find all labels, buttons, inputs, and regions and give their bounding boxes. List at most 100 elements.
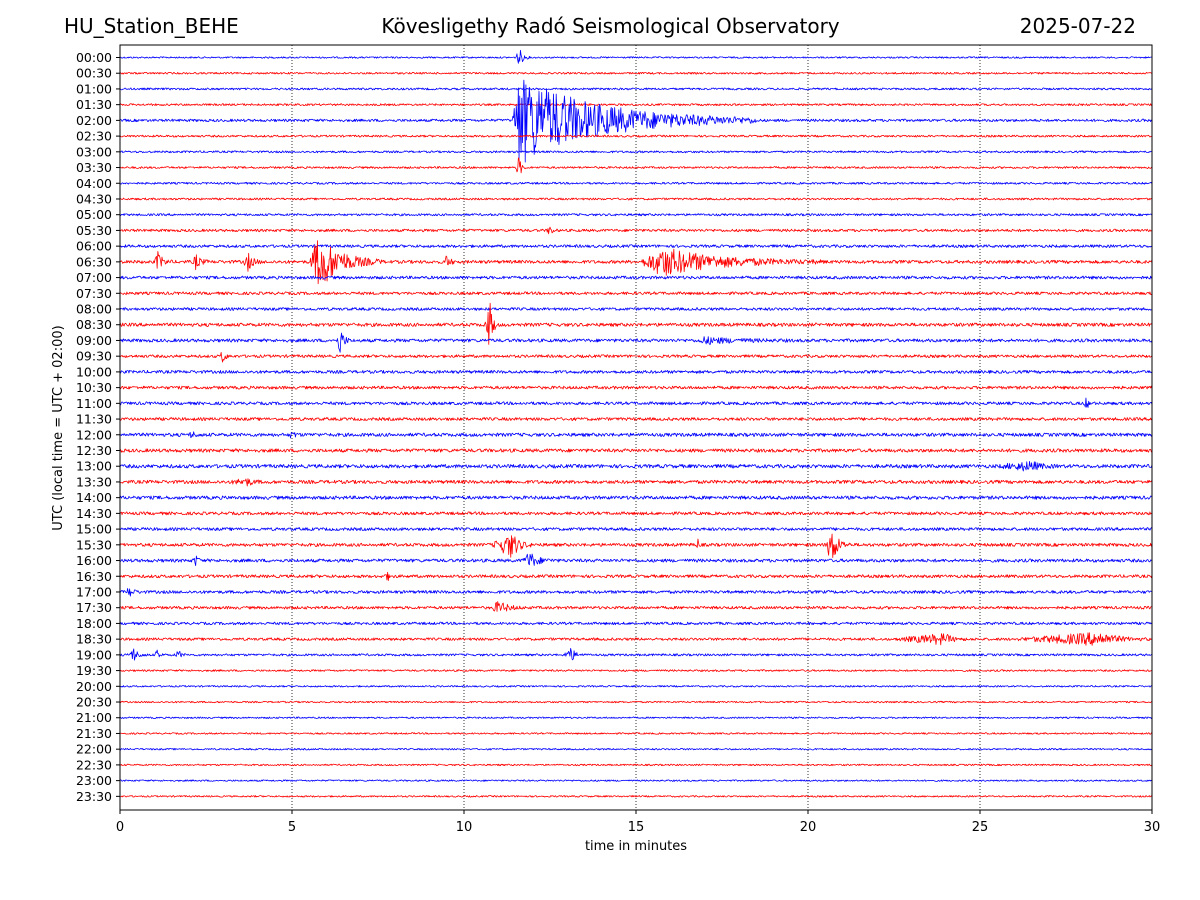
y-tick-label: 03:30 [76, 160, 112, 175]
trace-row [119, 71, 1153, 75]
trace-row [119, 461, 1153, 472]
y-tick-label: 11:30 [76, 412, 112, 427]
y-tick-label: 02:00 [76, 113, 112, 128]
y-tick-label: 02:30 [76, 129, 112, 144]
x-tick-label: 20 [800, 820, 817, 835]
trace-row [119, 150, 1153, 154]
trace-row [119, 700, 1153, 704]
x-tick-label: 30 [1144, 820, 1161, 835]
trace-row [119, 571, 1153, 582]
trace-row [119, 134, 1153, 138]
y-tick-label: 04:00 [76, 176, 112, 191]
y-tick-label: 03:00 [76, 144, 112, 159]
x-tick-label: 5 [288, 820, 296, 835]
trace-row [119, 417, 1153, 421]
trace-row [119, 795, 1153, 798]
trace-row [119, 79, 1153, 163]
trace-row [119, 302, 1153, 345]
y-tick-label: 07:30 [76, 286, 112, 301]
x-tick-label: 25 [972, 820, 989, 835]
trace-row [119, 240, 1153, 285]
y-tick-label: 09:00 [76, 333, 112, 348]
trace-row [119, 103, 1153, 107]
y-tick-label: 20:00 [76, 679, 112, 694]
y-tick-label: 17:00 [76, 584, 112, 599]
y-tick-label: 10:30 [76, 380, 112, 395]
trace-row [119, 181, 1153, 185]
trace-row [119, 685, 1153, 688]
y-tick-label: 22:30 [76, 757, 112, 772]
trace-row [119, 669, 1153, 672]
y-tick-label: 15:00 [76, 522, 112, 537]
x-tick-label: 0 [116, 820, 124, 835]
trace-row [119, 352, 1153, 363]
trace-row [119, 732, 1153, 735]
trace-row [119, 533, 1153, 559]
y-tick-label: 00:30 [76, 66, 112, 81]
y-axis-ticks: 00:0000:3001:0001:3002:0002:3003:0003:30… [76, 50, 120, 804]
y-tick-label: 18:00 [76, 616, 112, 631]
y-tick-label: 20:30 [76, 695, 112, 710]
y-tick-label: 13:30 [76, 474, 112, 489]
trace-row [119, 431, 1153, 439]
trace-row [119, 397, 1153, 408]
x-axis-ticks: 0 5 10 15 20 25 30 [116, 810, 1160, 835]
trace-row [119, 332, 1153, 353]
trace-row [119, 226, 1153, 235]
trace-row [119, 291, 1153, 296]
station-name: HU_Station_BEHE [64, 14, 239, 38]
trace-row [119, 448, 1153, 453]
y-tick-label: 19:30 [76, 663, 112, 678]
seismic-traces [119, 49, 1153, 798]
trace-row [119, 716, 1153, 719]
y-tick-label: 08:00 [76, 302, 112, 317]
y-tick-label: 19:00 [76, 647, 112, 662]
y-tick-label: 00:00 [76, 50, 112, 65]
y-tick-label: 13:00 [76, 459, 112, 474]
trace-row [119, 632, 1153, 646]
trace-row [119, 588, 1153, 597]
y-tick-label: 11:00 [76, 396, 112, 411]
y-tick-label: 21:00 [76, 710, 112, 725]
trace-row [119, 495, 1153, 500]
observatory-title: Kövesligethy Radó Seismological Observat… [381, 14, 840, 38]
y-tick-label: 05:30 [76, 223, 112, 238]
y-tick-label: 06:00 [76, 239, 112, 254]
y-tick-label: 21:30 [76, 726, 112, 741]
y-tick-label: 01:30 [76, 97, 112, 112]
trace-row [119, 763, 1153, 767]
trace-row [119, 621, 1153, 626]
y-tick-label: 12:00 [76, 427, 112, 442]
trace-row [119, 370, 1153, 374]
y-tick-label: 14:30 [76, 506, 112, 521]
y-tick-label: 23:00 [76, 773, 112, 788]
y-tick-label: 04:30 [76, 191, 112, 206]
trace-row [119, 213, 1153, 217]
trace-row [119, 307, 1153, 311]
y-tick-label: 17:30 [76, 600, 112, 615]
y-tick-label: 05:00 [76, 207, 112, 222]
trace-row [119, 779, 1153, 782]
trace-row [119, 244, 1153, 248]
trace-row [119, 647, 1153, 661]
y-tick-label: 07:00 [76, 270, 112, 285]
plot-date: 2025-07-22 [1019, 14, 1136, 38]
y-tick-label: 16:30 [76, 569, 112, 584]
y-axis-label: UTC (local time = UTC + 02:00) [51, 325, 66, 530]
trace-row [119, 527, 1153, 531]
y-tick-label: 16:00 [76, 553, 112, 568]
trace-row [119, 87, 1153, 91]
y-tick-label: 23:30 [76, 789, 112, 804]
trace-row [119, 511, 1153, 516]
y-tick-label: 06:30 [76, 254, 112, 269]
x-axis-label: time in minutes [585, 839, 687, 854]
x-tick-label: 15 [628, 820, 645, 835]
y-tick-label: 09:30 [76, 349, 112, 364]
y-tick-label: 14:00 [76, 490, 112, 505]
x-tick-label: 10 [456, 820, 473, 835]
y-tick-label: 22:00 [76, 742, 112, 757]
trace-row [119, 478, 1153, 487]
trace-row [119, 197, 1153, 201]
trace-row [119, 747, 1153, 751]
